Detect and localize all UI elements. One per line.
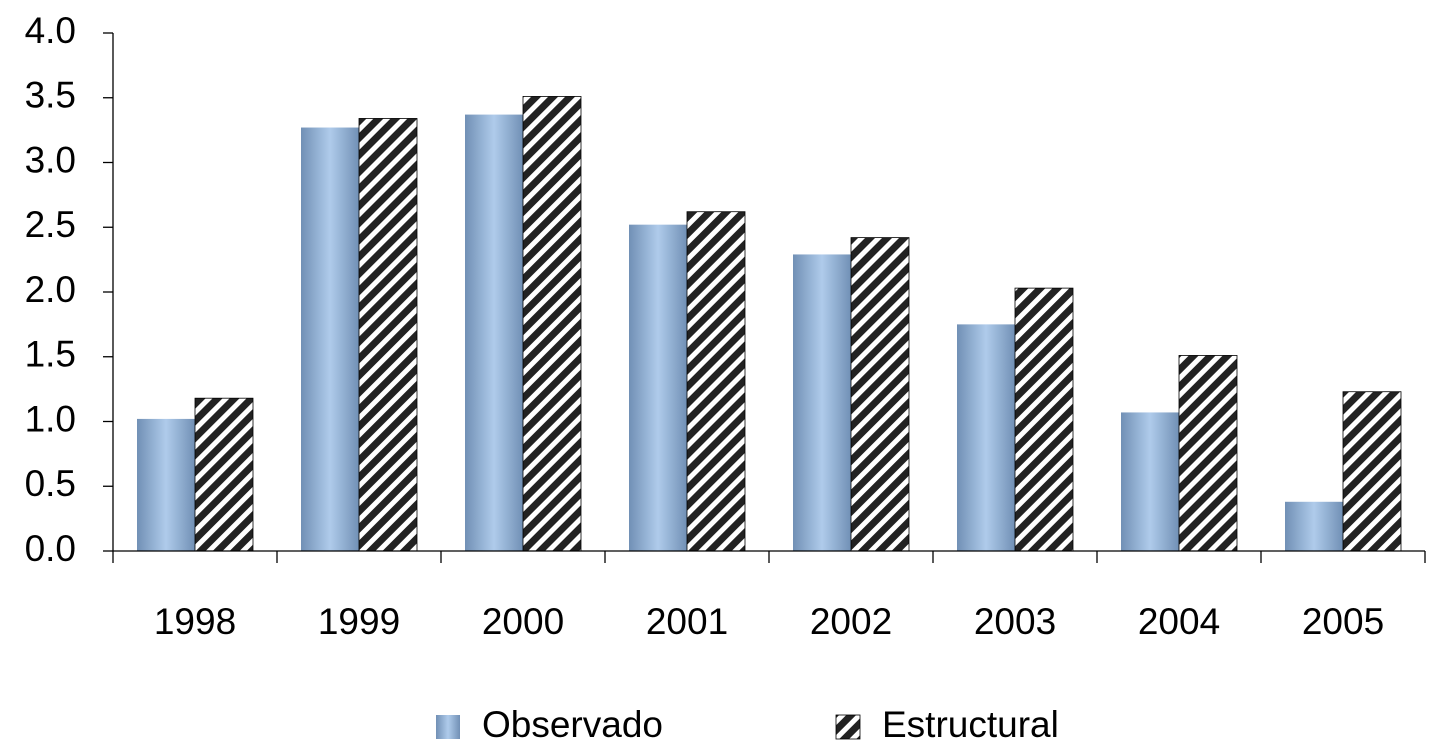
bar (522, 96, 582, 552)
y-tick-label: 2.5 (25, 204, 76, 245)
bar (194, 397, 254, 552)
bar (957, 324, 1015, 551)
y-tick-label: 4.0 (25, 10, 76, 51)
x-tick-label: 2002 (810, 601, 892, 642)
legend-swatch (436, 715, 460, 739)
y-tick-label: 2.0 (25, 269, 76, 310)
x-tick-label: 2003 (974, 601, 1056, 642)
x-tick-label: 2001 (646, 601, 728, 642)
y-tick-label: 0.0 (25, 528, 76, 569)
legend-label: Estructural (882, 704, 1059, 745)
bar (1178, 355, 1238, 552)
y-tick-label: 0.5 (25, 463, 76, 504)
bar (1342, 391, 1402, 552)
bar (1014, 287, 1074, 552)
x-tick-label: 2000 (482, 601, 564, 642)
y-tick-label: 3.0 (25, 139, 76, 180)
bar (1285, 501, 1343, 551)
bar (850, 237, 910, 552)
bar (793, 254, 851, 551)
bar (358, 118, 418, 552)
legend-label: Observado (482, 704, 663, 745)
bar (1121, 412, 1179, 551)
bar (686, 211, 746, 552)
x-tick-label: 1999 (318, 601, 400, 642)
bar (465, 114, 523, 552)
legend-swatch (835, 714, 861, 740)
bar (629, 224, 687, 551)
bar (301, 127, 359, 551)
y-tick-label: 1.0 (25, 398, 76, 439)
bar (137, 418, 195, 551)
y-tick-label: 3.5 (25, 75, 76, 116)
x-tick-label: 2004 (1138, 601, 1220, 642)
x-tick-label: 2005 (1302, 601, 1384, 642)
y-tick-label: 1.5 (25, 334, 76, 375)
x-tick-label: 1998 (154, 601, 236, 642)
